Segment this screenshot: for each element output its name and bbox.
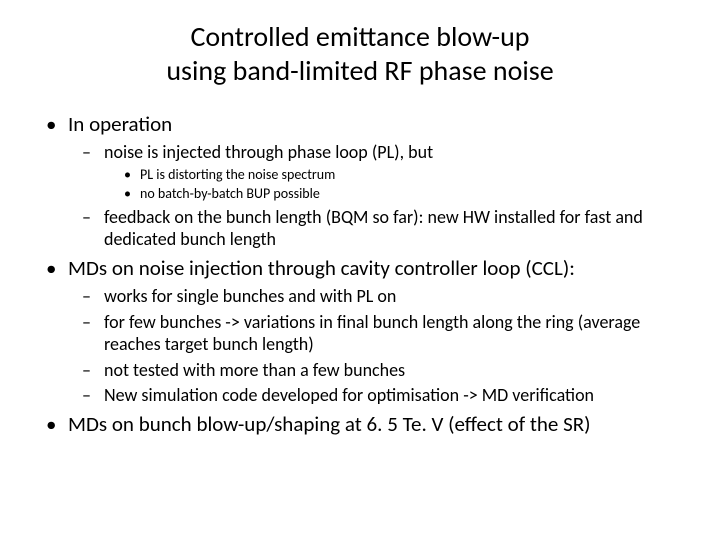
bullet-l3: no batch-by-batch BUP possible [104, 185, 680, 203]
bullet-l2: not tested with more than a few bunches [68, 359, 680, 382]
bullet-text: MDs on noise injection through cavity co… [68, 255, 575, 281]
bullet-text: PL is distorting the noise spectrum [140, 166, 335, 183]
bullet-l2: noise is injected through phase loop (PL… [68, 141, 680, 203]
bullet-sublist: PL is distorting the noise spectrum no b… [104, 166, 680, 203]
bullet-l2: for few bunches -> variations in final b… [68, 311, 680, 356]
slide-title: Controlled emittance blow-up using band-… [40, 20, 680, 87]
bullet-l1: MDs on bunch blow-up/shaping at 6. 5 Te.… [40, 411, 680, 437]
title-line-2: using band-limited RF phase noise [166, 53, 553, 88]
bullet-text: noise is injected through phase loop (PL… [104, 141, 433, 163]
bullet-l1: In operation noise is injected through p… [40, 111, 680, 251]
bullet-text: In operation [68, 111, 172, 137]
bullet-text: New simulation code developed for optimi… [104, 384, 594, 406]
bullet-l2: works for single bunches and with PL on [68, 285, 680, 308]
bullet-text: feedback on the bunch length (BQM so far… [104, 206, 643, 251]
title-line-1: Controlled emittance blow-up [190, 19, 529, 54]
bullet-list: In operation noise is injected through p… [40, 111, 680, 437]
bullet-text: for few bunches -> variations in final b… [104, 311, 640, 356]
bullet-l2: feedback on the bunch length (BQM so far… [68, 206, 680, 251]
bullet-text: works for single bunches and with PL on [104, 285, 396, 307]
bullet-l3: PL is distorting the noise spectrum [104, 166, 680, 184]
bullet-sublist: works for single bunches and with PL on … [68, 285, 680, 407]
bullet-text: MDs on bunch blow-up/shaping at 6. 5 Te.… [68, 411, 591, 437]
bullet-l2: New simulation code developed for optimi… [68, 384, 680, 407]
bullet-text: no batch-by-batch BUP possible [140, 185, 320, 202]
bullet-sublist: noise is injected through phase loop (PL… [68, 141, 680, 251]
bullet-text: not tested with more than a few bunches [104, 359, 405, 381]
bullet-l1: MDs on noise injection through cavity co… [40, 255, 680, 407]
